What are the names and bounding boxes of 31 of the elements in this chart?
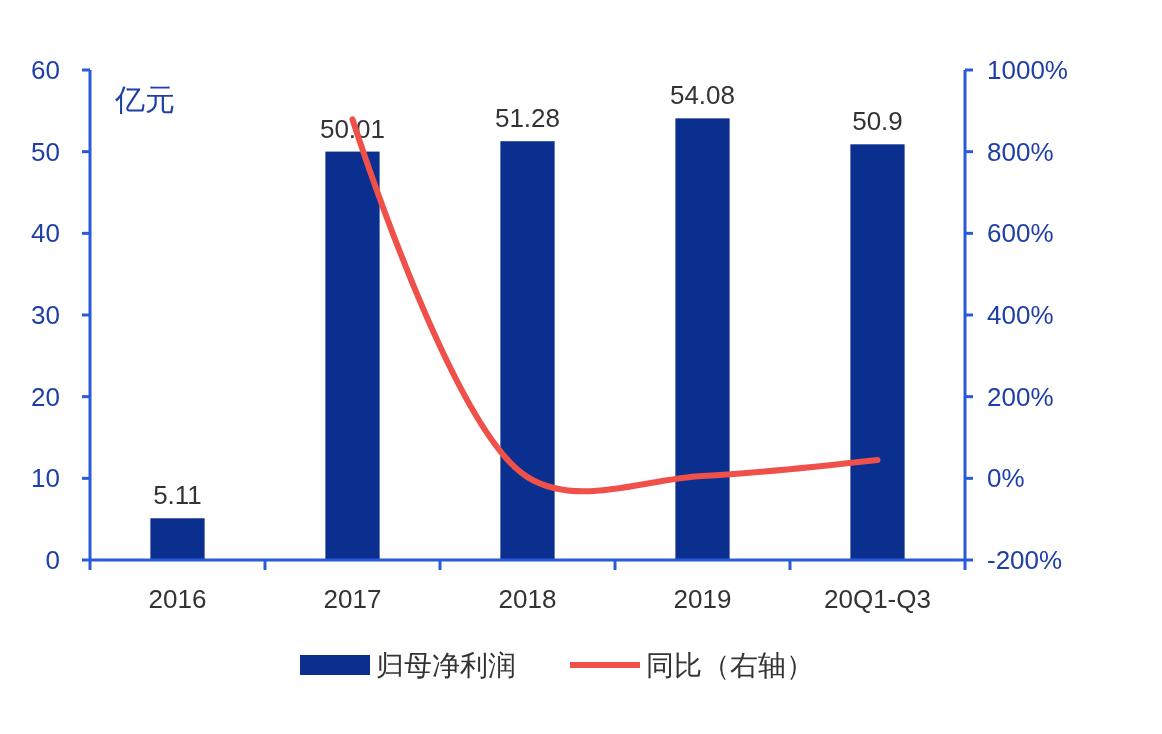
y2-tick-label: -200% [987, 545, 1063, 576]
x-tick-label: 2018 [498, 584, 557, 614]
legend-label: 同比（右轴） [646, 649, 814, 681]
bar [150, 518, 205, 560]
x-tick-label: 2016 [148, 584, 207, 614]
y2-tick-label: 400% [987, 300, 1054, 331]
data-label: 5.11 [153, 480, 202, 511]
y-tick-label: 30 [31, 300, 60, 331]
y2-tick-label: 0% [987, 463, 1025, 494]
y-tick-label: 0 [45, 545, 60, 576]
x-tick-label: 2017 [323, 584, 382, 614]
data-label: 54.08 [669, 80, 736, 111]
data-label: 50.9 [852, 106, 903, 137]
bar [850, 144, 905, 560]
bar [500, 141, 555, 560]
y2-tick-label: 1000% [987, 55, 1068, 86]
y-tick-label: 50 [31, 136, 60, 167]
bar [675, 118, 730, 560]
y-axis-title: 亿元 [114, 83, 175, 116]
bar [325, 151, 380, 560]
x-tick-label: 2019 [673, 584, 732, 614]
y-tick-label: 40 [31, 218, 60, 249]
data-label: 51.28 [494, 103, 561, 134]
y-tick-label: 10 [31, 463, 60, 494]
x-tick-label: 20Q1-Q3 [824, 584, 931, 614]
legend-label: 归母净利润 [376, 649, 516, 681]
y2-tick-label: 600% [987, 218, 1054, 249]
y-tick-label: 20 [31, 381, 60, 412]
y2-tick-label: 800% [987, 136, 1054, 167]
y-tick-label: 60 [31, 55, 60, 86]
y2-tick-label: 200% [987, 381, 1054, 412]
